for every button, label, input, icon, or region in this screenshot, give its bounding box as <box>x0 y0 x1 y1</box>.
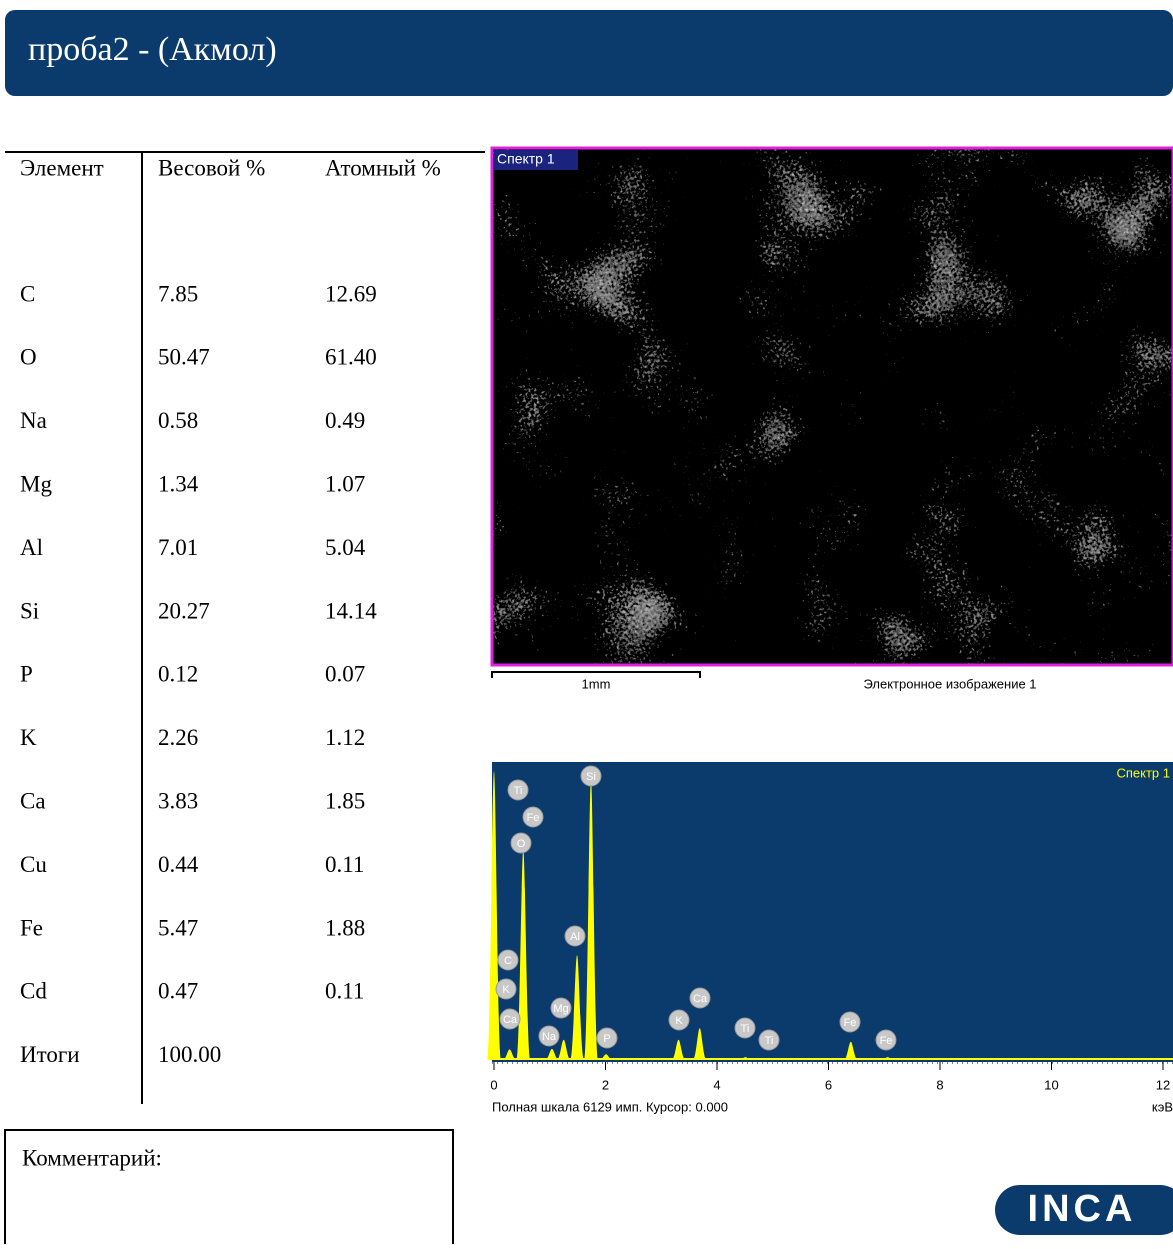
x-tick-label: 2 <box>602 1077 609 1092</box>
x-tick-label: 6 <box>825 1077 832 1092</box>
element-name: C <box>20 281 35 306</box>
element-name: Cd <box>20 979 47 1004</box>
peak-label: Na <box>542 1031 557 1043</box>
header-title: проба2 - (Акмол) <box>28 31 277 68</box>
peak-label: P <box>603 1033 610 1045</box>
x-tick-label: 10 <box>1044 1077 1058 1092</box>
element-name: P <box>20 662 33 687</box>
table-value: 0.44 <box>158 852 199 877</box>
peak-label: K <box>502 984 510 996</box>
sem-image <box>492 148 1173 665</box>
element-name: Mg <box>20 471 52 496</box>
column-header: Весовой % <box>158 155 265 180</box>
image-caption: Электронное изображение 1 <box>863 676 1036 691</box>
peak-label: Ti <box>765 1035 774 1047</box>
table-value: 1.12 <box>325 725 365 750</box>
element-name: Fe <box>20 915 43 940</box>
x-axis-label: кэВ <box>1152 1099 1173 1114</box>
peak-label: Al <box>570 931 580 943</box>
element-name: Cu <box>20 852 47 877</box>
table-value: 1.85 <box>325 788 365 813</box>
table-value: 0.47 <box>158 979 198 1004</box>
peak-label: Fe <box>880 1035 893 1047</box>
table-value: 0.58 <box>158 408 198 433</box>
peak-label: K <box>675 1015 683 1027</box>
table-value: 3.83 <box>158 788 198 813</box>
table-value: 12.69 <box>325 281 377 306</box>
peak-label: C <box>504 955 512 967</box>
peak-label: Ca <box>693 993 708 1005</box>
x-tick-label: 8 <box>936 1077 943 1092</box>
peak-label: Ti <box>741 1023 750 1035</box>
x-tick-label: 0 <box>490 1077 497 1092</box>
table-value: 0.11 <box>325 852 364 877</box>
table-value: 100.00 <box>158 1042 221 1067</box>
page: проба2 - (Акмол) Элемент Весовой % Атомный… <box>0 0 1173 1244</box>
table-value: 20.27 <box>158 598 210 623</box>
table-value: 14.14 <box>325 598 377 623</box>
table-value: 0.12 <box>158 662 198 687</box>
element-name: Si <box>20 598 39 623</box>
table-value: 0.11 <box>325 979 364 1004</box>
table-value: 61.40 <box>325 345 377 370</box>
column-header: Элемент <box>20 155 104 180</box>
x-tick-label: 12 <box>1156 1077 1170 1092</box>
element-name: O <box>20 345 37 370</box>
element-name: Итоги <box>20 1042 80 1067</box>
table-value: 5.47 <box>158 915 198 940</box>
spectrum-label: Спектр 1 <box>1116 765 1170 780</box>
table-value: 2.26 <box>158 725 198 750</box>
table: Элемент Весовой % Атомный % C 7.85 12.69 O 50.4… <box>20 155 441 1067</box>
table-value: 1.34 <box>158 471 199 496</box>
table-value: 0.07 <box>325 662 365 687</box>
table-value: 0.49 <box>325 408 365 433</box>
peak-label: Ca <box>503 1014 518 1026</box>
logo-text: INCA <box>1028 1188 1137 1230</box>
scale-bar-label: 1mm <box>582 676 611 691</box>
peak-label: Ti <box>514 785 523 797</box>
table-value: 7.85 <box>158 281 198 306</box>
peak-label: Fe <box>527 812 540 824</box>
element-name: K <box>20 725 37 750</box>
table-value: 7.01 <box>158 535 198 560</box>
column-header: Атомный % <box>325 155 441 180</box>
spectrum-footer: Полная шкала 6129 имп. Курсор: 0.000 <box>492 1099 728 1114</box>
axis-strip <box>492 1062 1173 1074</box>
element-name: Ca <box>20 788 46 813</box>
element-name: Al <box>20 535 43 560</box>
peak-label: O <box>517 838 526 850</box>
table-value: 50.47 <box>158 345 210 370</box>
peak-label: Fe <box>844 1017 857 1029</box>
table-value: 1.07 <box>325 471 365 496</box>
sem-label: Спектр 1 <box>497 151 555 167</box>
peak-label: Mg <box>553 1003 568 1015</box>
x-tick-label: 4 <box>713 1077 720 1092</box>
table-value: 5.04 <box>325 535 366 560</box>
table-value: 1.88 <box>325 915 365 940</box>
document: проба2 - (Акмол) Элемент Весовой % Атомный… <box>0 0 1173 1244</box>
comment-label: Комментарий: <box>22 1145 162 1170</box>
element-name: Na <box>20 408 47 433</box>
peak-label: Si <box>586 771 596 783</box>
